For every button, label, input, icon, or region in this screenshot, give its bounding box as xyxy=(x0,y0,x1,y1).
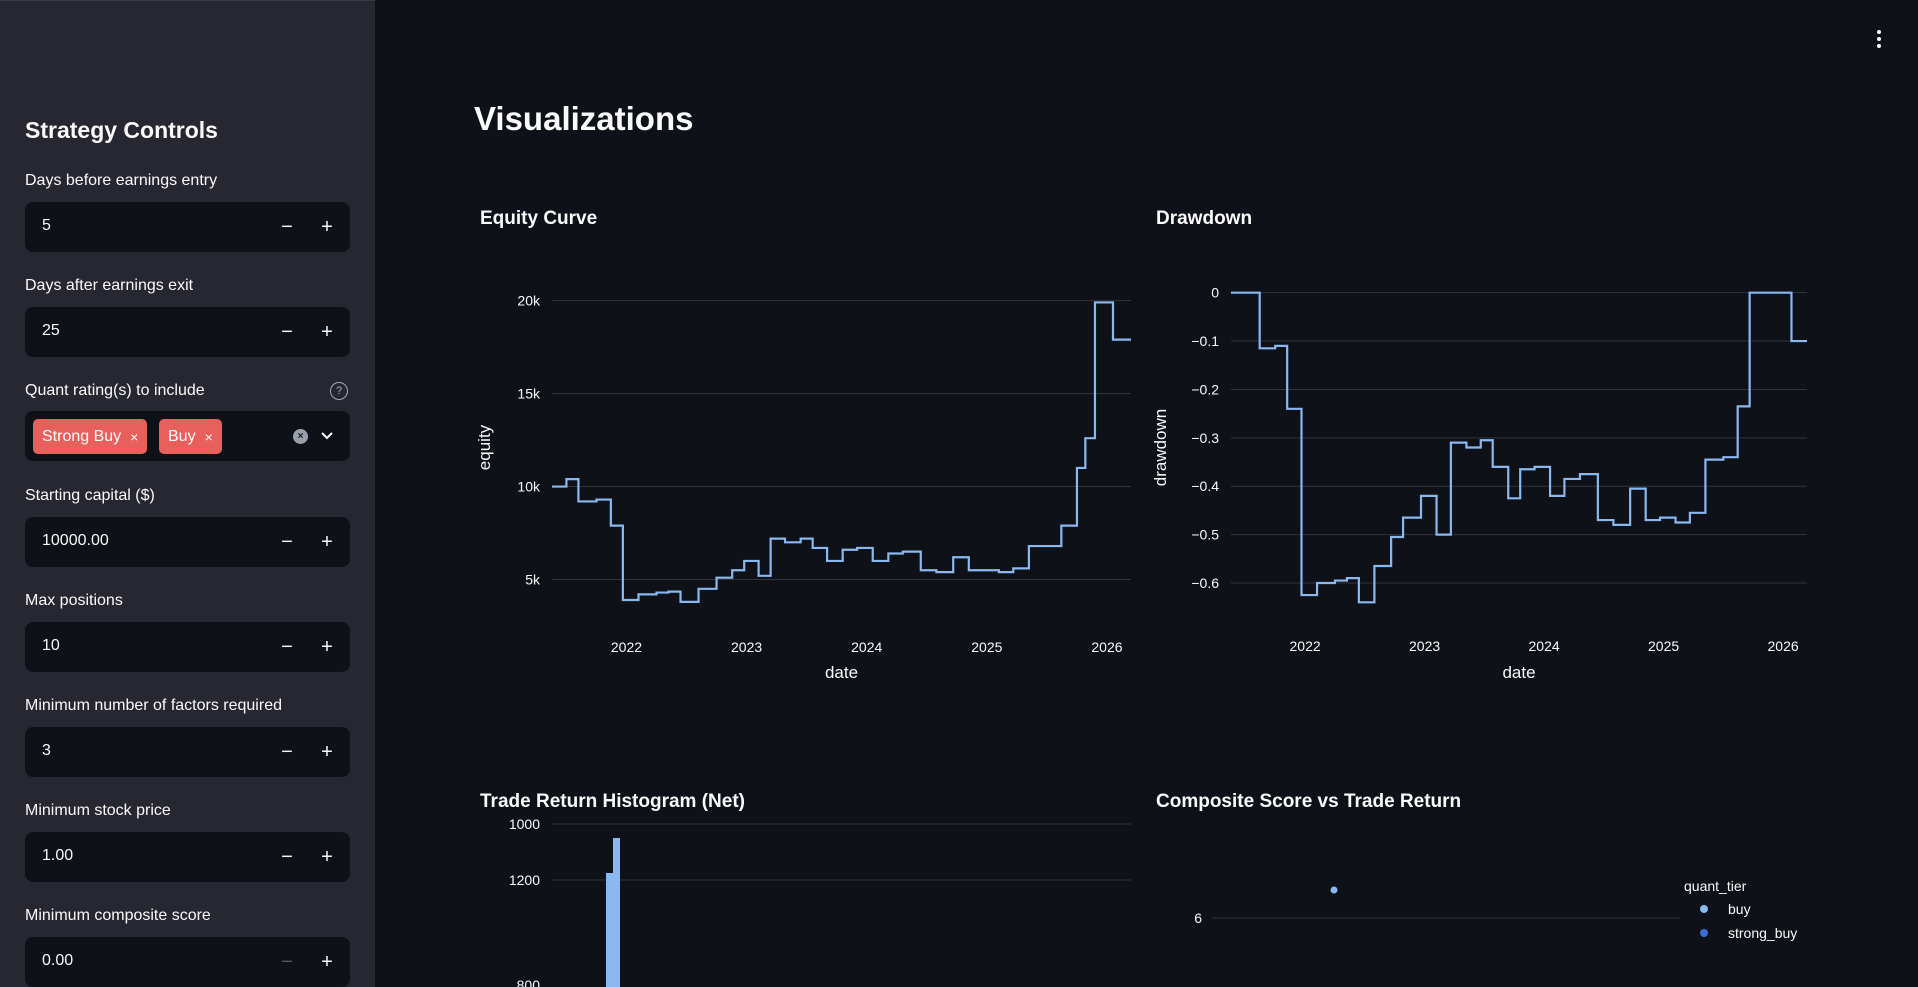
chart0-xtick-label: 2023 xyxy=(731,639,762,655)
min-price-label: Minimum stock price xyxy=(25,802,171,819)
chart0-ytick-label: 15k xyxy=(517,386,541,402)
chart2-ytick-label-partial: 800 xyxy=(517,977,541,987)
drawdown-chart-title: Drawdown xyxy=(1156,208,1253,229)
chart1-ytick-label: 0 xyxy=(1211,285,1219,301)
min-composite-increment-button[interactable]: + xyxy=(321,950,333,973)
chart1-ytick-label: −0.5 xyxy=(1191,527,1219,543)
remove-buy-icon[interactable]: × xyxy=(204,428,213,445)
quant-rating-multiselect[interactable]: Strong Buy × Buy × × xyxy=(25,411,350,461)
days-before-input[interactable]: 5 − + xyxy=(25,202,350,252)
sidebar-title: Strategy Controls xyxy=(25,117,218,143)
chart1-xaxis-label: date xyxy=(1502,663,1535,682)
scatter-chart-title: Composite Score vs Trade Return xyxy=(1156,791,1462,812)
chart2-ytick-label: 1000 xyxy=(509,816,540,832)
days-after-value[interactable]: 25 xyxy=(42,322,60,339)
days-before-label: Days before earnings entry xyxy=(25,172,218,189)
chart3-legend-title: quant_tier xyxy=(1684,878,1747,894)
days-before-decrement-button[interactable]: − xyxy=(281,215,293,238)
days-after-decrement-button[interactable]: − xyxy=(281,320,293,343)
chart1-ytick-label: −0.2 xyxy=(1191,381,1219,397)
starting-capital-increment-button[interactable]: + xyxy=(321,530,333,553)
tag-buy: Buy × xyxy=(159,419,222,454)
max-positions-value[interactable]: 10 xyxy=(42,637,60,654)
remove-strong-buy-icon[interactable]: × xyxy=(130,428,139,445)
chart1-xtick-label: 2024 xyxy=(1529,638,1560,654)
chart3-point-0 xyxy=(1330,886,1338,894)
chart2-ytick-label: 1200 xyxy=(509,872,540,888)
chart1-ytick-label: −0.4 xyxy=(1191,478,1219,494)
chart0-xtick-label: 2026 xyxy=(1091,639,1122,655)
chart3-legend-marker-buy xyxy=(1700,905,1708,913)
chart1-yaxis-label: drawdown xyxy=(1151,409,1170,487)
min-composite-input[interactable]: 0.00 − + xyxy=(25,937,350,987)
chart3-legend-marker-strong_buy xyxy=(1700,929,1708,937)
chart2-bar-0 xyxy=(606,873,613,987)
max-positions-decrement-button[interactable]: − xyxy=(281,635,293,658)
chart0-ytick-label: 10k xyxy=(517,479,541,495)
chevron-down-icon[interactable] xyxy=(317,425,337,445)
more-vertical-icon[interactable] xyxy=(1874,28,1884,50)
days-after-input[interactable]: 25 − + xyxy=(25,307,350,357)
tag-buy-label: Buy xyxy=(168,427,196,445)
starting-capital-decrement-button[interactable]: − xyxy=(281,530,293,553)
days-before-value[interactable]: 5 xyxy=(42,217,51,234)
days-after-label: Days after earnings exit xyxy=(25,277,194,294)
chart1-series-line xyxy=(1231,291,1807,604)
min-composite-value[interactable]: 0.00 xyxy=(42,952,74,969)
min-price-increment-button[interactable]: + xyxy=(321,845,333,868)
starting-capital-label: Starting capital ($) xyxy=(25,487,155,504)
equity-chart-title: Equity Curve xyxy=(480,208,598,229)
chart1-ytick-label: −0.1 xyxy=(1191,333,1219,349)
min-price-value[interactable]: 1.00 xyxy=(42,847,74,864)
chart0-xtick-label: 2022 xyxy=(611,639,642,655)
chart1-ytick-label: −0.6 xyxy=(1191,575,1219,591)
tag-strong-buy-label: Strong Buy xyxy=(42,427,122,445)
min-factors-increment-button[interactable]: + xyxy=(321,740,333,763)
chart3-legend-label-buy: buy xyxy=(1728,901,1751,917)
tag-strong-buy: Strong Buy × xyxy=(33,419,148,454)
quant-rating-label: Quant rating(s) to include xyxy=(25,382,205,399)
min-price-input[interactable]: 1.00 − + xyxy=(25,832,350,882)
chart1-ytick-label: −0.3 xyxy=(1191,430,1219,446)
chart0-ytick-label: 5k xyxy=(525,572,541,588)
min-factors-input[interactable]: 3 − + xyxy=(25,727,350,777)
starting-capital-input[interactable]: 10000.00 − + xyxy=(25,517,350,567)
chart1-xtick-label: 2023 xyxy=(1409,638,1440,654)
clear-all-icon[interactable]: × xyxy=(293,429,308,444)
help-icon[interactable]: ? xyxy=(330,382,348,400)
chart0-xaxis-label: date xyxy=(825,663,858,682)
min-factors-value[interactable]: 3 xyxy=(42,742,51,759)
chart1-xtick-label: 2022 xyxy=(1290,638,1321,654)
min-factors-label: Minimum number of factors required xyxy=(25,697,282,714)
days-after-increment-button[interactable]: + xyxy=(321,320,333,343)
chart3-ytick-label: 6 xyxy=(1194,910,1202,926)
min-factors-decrement-button[interactable]: − xyxy=(281,740,293,763)
chart1-xtick-label: 2026 xyxy=(1768,638,1799,654)
chart3-legend-label-strong_buy: strong_buy xyxy=(1728,925,1797,941)
chart2-bar-1 xyxy=(613,838,620,987)
chart0-yaxis-label: equity xyxy=(475,424,494,470)
sidebar: Strategy Controls Days before earnings e… xyxy=(0,0,375,987)
chart0-xtick-label: 2024 xyxy=(851,639,882,655)
chart0-series-line xyxy=(552,301,1131,603)
page-title: Visualizations xyxy=(474,100,694,137)
starting-capital-value[interactable]: 10000.00 xyxy=(42,532,109,549)
chart0-xtick-label: 2025 xyxy=(971,639,1002,655)
chart0-ytick-label: 20k xyxy=(517,293,541,309)
max-positions-input[interactable]: 10 − + xyxy=(25,622,350,672)
max-positions-increment-button[interactable]: + xyxy=(321,635,333,658)
max-positions-label: Max positions xyxy=(25,592,123,609)
min-composite-decrement-button[interactable]: − xyxy=(281,950,293,973)
min-composite-label: Minimum composite score xyxy=(25,907,211,924)
histogram-chart-title: Trade Return Histogram (Net) xyxy=(480,791,745,812)
chart1-xtick-label: 2025 xyxy=(1648,638,1679,654)
days-before-increment-button[interactable]: + xyxy=(321,215,333,238)
min-price-decrement-button[interactable]: − xyxy=(281,845,293,868)
